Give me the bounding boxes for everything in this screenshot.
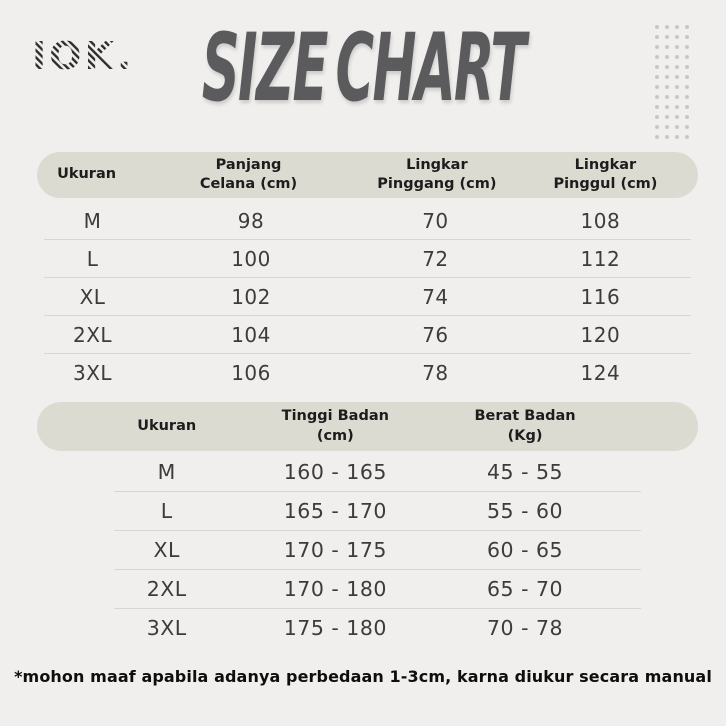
cell-panjang-celana: 104: [231, 322, 271, 347]
cell-size: 2XL: [146, 577, 187, 601]
cell-lingkar-pinggul: 112: [580, 246, 621, 271]
brand-logo-text: IOK.: [32, 34, 134, 78]
cell-panjang-celana: 102: [231, 284, 271, 309]
cell-lingkar-pinggang: 70: [422, 208, 449, 233]
pants-size-table-header: Ukuran Panjang Celana (cm) Lingkar Pingg…: [37, 152, 698, 198]
cell-tinggi-badan: 160 - 165: [283, 460, 387, 484]
header-cell-berat-badan: Berat Badan (Kg): [474, 408, 576, 444]
page-title: SIZE CHART: [201, 14, 527, 123]
cell-lingkar-pinggang: 74: [422, 284, 449, 309]
cell-size: L: [86, 246, 99, 271]
page-title-wrap: SIZE CHART: [0, 14, 726, 123]
table-row: 2XL 170 - 180 65 - 70: [114, 569, 641, 608]
cell-size: XL: [153, 538, 180, 562]
header-cell-ukuran: Ukuran: [137, 417, 197, 434]
cell-tinggi-badan: 170 - 180: [283, 577, 387, 601]
cell-tinggi-badan: 175 - 180: [283, 616, 387, 640]
body-size-table-rows: M 160 - 165 45 - 55 L 165 - 170 55 - 60 …: [114, 453, 641, 647]
cell-panjang-celana: 98: [237, 208, 265, 233]
table-row: M 160 - 165 45 - 55: [114, 453, 641, 491]
table-row: XL 102 74 116: [44, 277, 691, 315]
cell-berat-badan: 55 - 60: [486, 499, 564, 523]
pants-size-table: Ukuran Panjang Celana (cm) Lingkar Pingg…: [37, 152, 698, 391]
cell-size: XL: [79, 284, 106, 309]
brand-logo: IOK.: [30, 32, 138, 82]
cell-berat-badan: 65 - 70: [486, 577, 564, 601]
table-row: L 165 - 170 55 - 60: [114, 491, 641, 530]
body-size-table-header: Ukuran Tinggi Badan (cm) Berat Badan (Kg…: [37, 402, 698, 451]
cell-berat-badan: 60 - 65: [486, 538, 564, 562]
cell-size: M: [157, 460, 176, 484]
cell-tinggi-badan: 170 - 175: [283, 538, 387, 562]
cell-lingkar-pinggul: 108: [580, 208, 621, 233]
cell-berat-badan: 45 - 55: [486, 460, 564, 484]
table-row: L 100 72 112: [44, 239, 691, 277]
cell-tinggi-badan: 165 - 170: [283, 499, 387, 523]
table-row: 2XL 104 76 120: [44, 315, 691, 353]
cell-size: 2XL: [72, 322, 113, 347]
cell-lingkar-pinggang: 72: [422, 246, 449, 271]
footnote: *mohon maaf apabila adanya perbedaan 1-3…: [14, 667, 712, 686]
header-cell-lingkar-pinggang: Lingkar Pinggang (cm): [377, 156, 497, 192]
cell-panjang-celana: 100: [231, 246, 271, 271]
table-row: 3XL 106 78 124: [44, 353, 691, 391]
cell-size: 3XL: [146, 616, 187, 640]
pants-size-table-rows: M 98 70 108 L 100 72 112 XL 102 74 116 2…: [44, 202, 691, 391]
table-row: M 98 70 108: [44, 202, 691, 239]
table-row: 3XL 175 - 180 70 - 78: [114, 608, 641, 647]
cell-lingkar-pinggul: 120: [580, 322, 621, 347]
header-cell-lingkar-pinggul: Lingkar Pinggul (cm): [553, 156, 658, 192]
body-size-table: Ukuran Tinggi Badan (cm) Berat Badan (Kg…: [37, 402, 698, 647]
cell-lingkar-pinggang: 78: [422, 360, 449, 385]
header-cell-panjang-celana: Panjang Celana (cm): [199, 156, 298, 192]
header-cell-ukuran: Ukuran: [57, 166, 117, 183]
cell-lingkar-pinggul: 124: [580, 360, 621, 385]
cell-panjang-celana: 106: [231, 360, 271, 385]
cell-lingkar-pinggang: 76: [422, 322, 449, 347]
table-row: XL 170 - 175 60 - 65: [114, 530, 641, 569]
header-cell-tinggi-badan: Tinggi Badan (cm): [281, 408, 389, 444]
brand-logo-graphic: IOK.: [32, 34, 134, 78]
cell-size: M: [83, 208, 102, 233]
cell-size: L: [160, 499, 173, 523]
cell-size: 3XL: [72, 360, 113, 385]
dot-grid-decoration: [652, 22, 692, 142]
cell-berat-badan: 70 - 78: [486, 616, 564, 640]
cell-lingkar-pinggul: 116: [580, 284, 621, 309]
